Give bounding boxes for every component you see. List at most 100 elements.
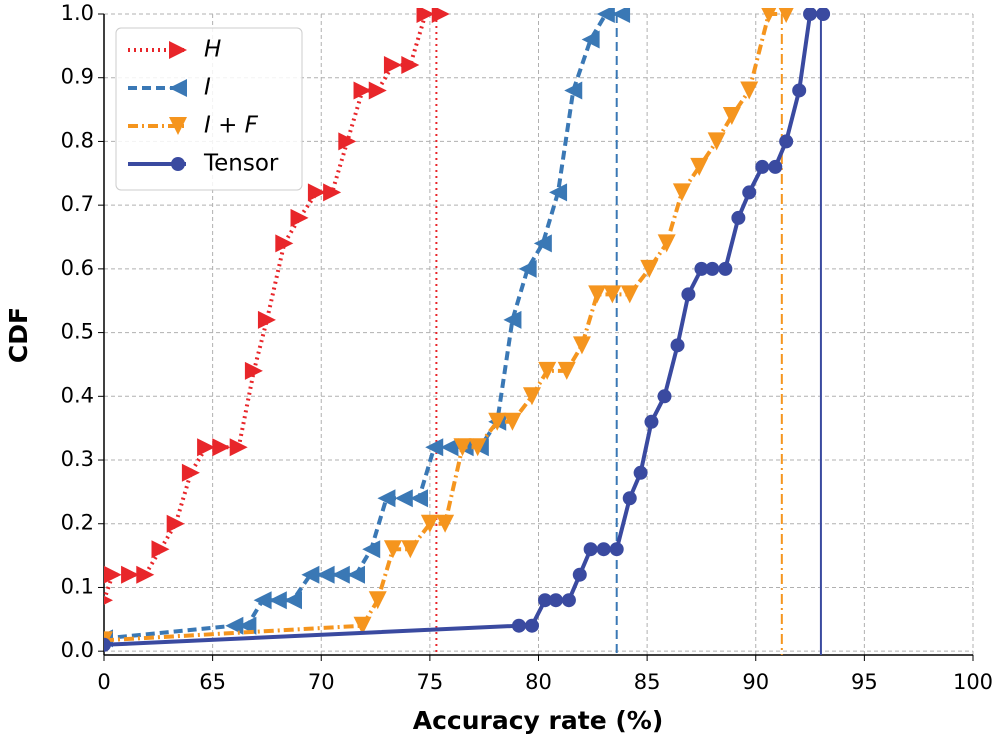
series-line [104,12,441,601]
point [181,463,200,482]
point [503,310,522,329]
point [538,593,553,608]
point [633,465,648,480]
point [681,287,696,302]
point [792,83,807,98]
point [323,183,342,202]
point [609,542,624,557]
point [431,8,450,23]
point [416,8,435,23]
point [104,565,122,584]
point [581,30,600,49]
legend-label: Tensor [203,151,279,177]
point [410,489,429,508]
legend-marker [169,79,187,97]
y-tick-label: 1.0 [61,1,94,25]
point [740,81,759,100]
point [212,438,231,457]
point [518,259,537,278]
point [347,565,366,584]
point [353,616,372,635]
point [503,412,522,431]
point [612,8,631,23]
point [583,542,598,557]
legend-label: H [204,37,221,63]
point [755,159,770,174]
point [705,261,720,276]
plot-area [104,8,831,655]
point [707,132,726,151]
point [121,565,140,584]
point [564,81,583,100]
x-tick-label: 90 [742,670,769,694]
point [331,565,350,584]
point [290,208,309,227]
point [401,55,420,74]
x-tick-label: 100 [953,670,993,694]
point [731,210,746,225]
legend-marker [169,117,187,135]
point [644,414,659,429]
y-tick-label: 0.1 [61,574,94,598]
point [225,616,244,635]
y-tick-label: 0.4 [61,383,94,407]
point [401,540,420,559]
point [722,106,741,125]
point [307,183,326,202]
x-tick-label: 70 [308,670,335,694]
point [104,595,113,605]
point [718,261,733,276]
point [268,591,287,610]
point [533,234,552,253]
point [151,540,170,559]
point [420,514,439,533]
point [377,489,396,508]
point [353,81,372,100]
point [803,8,818,21]
y-tick-label: 0.6 [61,256,94,280]
point [779,134,794,149]
point [197,438,216,457]
y-tick-label: 0.2 [61,511,94,535]
point [640,259,659,278]
point [453,438,472,457]
point [620,285,639,304]
point [368,81,387,100]
point [511,618,526,633]
point [166,514,185,533]
point [136,565,155,584]
y-tick-label: 0.0 [61,638,94,662]
point [229,438,248,457]
legend-marker [171,157,185,171]
point [383,55,402,74]
point [468,438,487,457]
point [440,438,459,457]
point [694,261,709,276]
point [524,618,539,633]
point [557,361,576,380]
point [275,234,294,253]
point [104,637,111,652]
point [338,132,357,151]
point [244,361,263,380]
point [603,285,622,304]
y-tick-label: 0.7 [61,192,94,216]
point [362,540,381,559]
point [768,159,783,174]
y-tick-label: 0.5 [61,320,94,344]
point [522,387,541,406]
x-tick-label: 65 [199,670,226,694]
point [690,157,709,176]
x-tick-label: 0 [97,670,110,694]
point [761,8,777,23]
point [622,491,637,506]
point [588,285,607,304]
point [672,183,691,202]
point [670,338,685,353]
point [253,591,272,610]
point [548,593,563,608]
legend-label: I [204,75,211,101]
y-tick-label: 0.3 [61,447,94,471]
x-axis-label: Accuracy rate (%) [413,706,664,735]
